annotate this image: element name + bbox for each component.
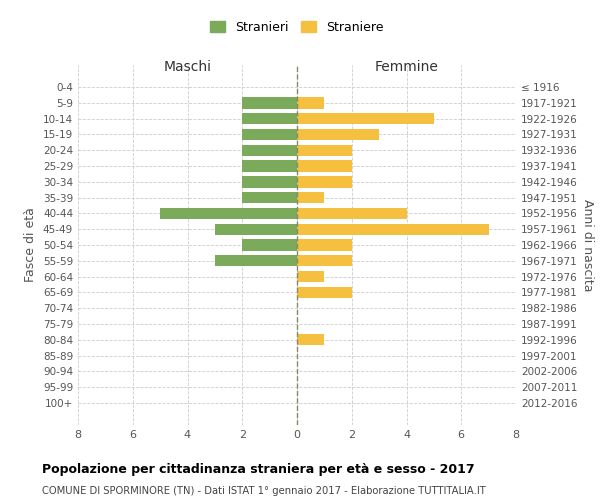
Bar bbox=[215, 255, 297, 266]
Bar bbox=[242, 160, 297, 172]
Y-axis label: Anni di nascita: Anni di nascita bbox=[581, 198, 594, 291]
Bar bbox=[297, 286, 352, 298]
Bar bbox=[242, 128, 297, 140]
Text: Femmine: Femmine bbox=[374, 60, 439, 74]
Bar bbox=[160, 208, 297, 219]
Bar bbox=[297, 271, 325, 282]
Bar bbox=[297, 192, 325, 203]
Bar bbox=[242, 192, 297, 203]
Bar bbox=[242, 176, 297, 188]
Bar bbox=[242, 144, 297, 156]
Y-axis label: Fasce di età: Fasce di età bbox=[25, 208, 37, 282]
Bar bbox=[297, 160, 352, 172]
Bar bbox=[297, 334, 325, 345]
Text: Maschi: Maschi bbox=[163, 60, 212, 74]
Bar bbox=[297, 128, 379, 140]
Text: COMUNE DI SPORMINORE (TN) - Dati ISTAT 1° gennaio 2017 - Elaborazione TUTTITALIA: COMUNE DI SPORMINORE (TN) - Dati ISTAT 1… bbox=[42, 486, 486, 496]
Bar bbox=[297, 113, 434, 124]
Text: Popolazione per cittadinanza straniera per età e sesso - 2017: Popolazione per cittadinanza straniera p… bbox=[42, 462, 475, 475]
Bar bbox=[297, 97, 325, 108]
Bar bbox=[242, 97, 297, 108]
Bar bbox=[297, 255, 352, 266]
Bar bbox=[215, 224, 297, 235]
Bar bbox=[297, 144, 352, 156]
Bar bbox=[297, 208, 407, 219]
Bar bbox=[242, 113, 297, 124]
Bar bbox=[297, 240, 352, 250]
Legend: Stranieri, Straniere: Stranieri, Straniere bbox=[210, 21, 384, 34]
Bar bbox=[297, 176, 352, 188]
Bar bbox=[242, 240, 297, 250]
Bar bbox=[297, 224, 488, 235]
